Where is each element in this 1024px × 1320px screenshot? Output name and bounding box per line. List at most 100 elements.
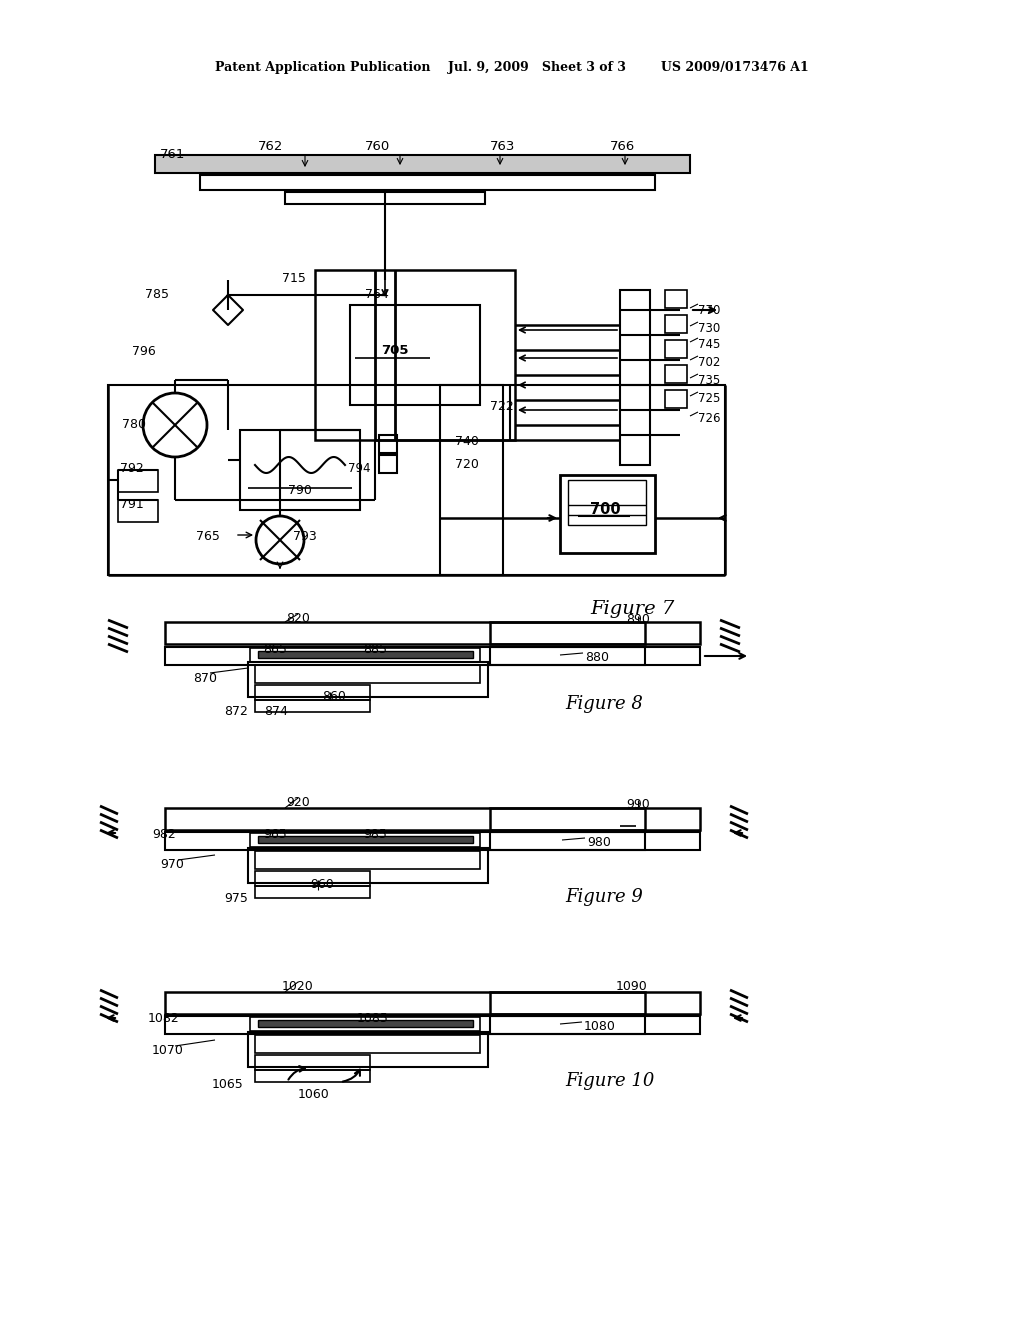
Text: 885: 885 [362, 643, 387, 656]
Text: 990: 990 [626, 799, 650, 810]
Text: 1090: 1090 [616, 979, 648, 993]
Bar [665, 389, 687, 408]
Bar [240, 430, 360, 510]
Bar [250, 648, 480, 663]
Bar [560, 475, 655, 553]
Text: 794: 794 [348, 462, 371, 474]
Text: 865: 865 [263, 643, 287, 656]
Bar [248, 1032, 488, 1067]
Text: 792: 792 [120, 462, 143, 475]
Bar [255, 685, 370, 700]
Bar [255, 871, 370, 886]
Text: 762: 762 [258, 140, 284, 153]
Text: 820: 820 [286, 612, 310, 624]
Text: 874: 874 [264, 705, 288, 718]
Text: 702: 702 [698, 356, 720, 370]
Text: 766: 766 [610, 140, 635, 153]
Text: 726: 726 [698, 412, 721, 425]
Text: 761: 761 [160, 148, 185, 161]
Bar [118, 470, 158, 492]
Text: 791: 791 [120, 498, 143, 511]
Bar [165, 993, 645, 1014]
Bar [255, 851, 480, 869]
Bar [665, 366, 687, 383]
Text: Figure 7: Figure 7 [590, 601, 674, 618]
Text: 720: 720 [455, 458, 479, 471]
Text: Figure 8: Figure 8 [565, 696, 643, 713]
Text: 780: 780 [122, 418, 146, 432]
Text: 763: 763 [490, 140, 515, 153]
Bar [490, 1016, 700, 1034]
Text: 790: 790 [288, 483, 312, 496]
Bar [248, 663, 488, 697]
Text: 735: 735 [698, 374, 720, 387]
Bar [440, 385, 725, 576]
Bar [379, 455, 397, 473]
Bar [250, 1016, 480, 1031]
Bar [620, 290, 650, 465]
Bar [165, 1016, 645, 1034]
Text: Patent Application Publication    Jul. 9, 2009   Sheet 3 of 3        US 2009/017: Patent Application Publication Jul. 9, 2… [215, 62, 809, 74]
Bar [379, 436, 397, 453]
Bar [255, 1035, 480, 1053]
Text: 920: 920 [286, 796, 310, 809]
Bar [250, 833, 480, 847]
Text: 960: 960 [310, 878, 334, 891]
Text: 745: 745 [698, 338, 720, 351]
Text: 796: 796 [132, 345, 156, 358]
Bar [255, 1071, 370, 1082]
Bar [255, 700, 370, 711]
Text: Figure 10: Figure 10 [565, 1072, 654, 1090]
Bar [258, 651, 473, 657]
Bar [285, 191, 485, 205]
Text: 1082: 1082 [148, 1012, 180, 1026]
Text: 880: 880 [585, 651, 609, 664]
Text: 770: 770 [698, 304, 720, 317]
Bar [258, 836, 473, 843]
Text: 705: 705 [381, 343, 409, 356]
Bar [315, 271, 515, 440]
Bar [255, 1055, 370, 1071]
Text: 1080: 1080 [584, 1020, 615, 1034]
Text: 970: 970 [160, 858, 184, 871]
Text: 982: 982 [152, 828, 176, 841]
Text: 722: 722 [490, 400, 514, 413]
Text: 860: 860 [322, 690, 346, 704]
Bar [255, 886, 370, 898]
Bar [165, 808, 645, 830]
Text: 760: 760 [365, 140, 390, 153]
Bar [108, 385, 503, 576]
Bar [200, 176, 655, 190]
Text: 785: 785 [145, 288, 169, 301]
Text: 793: 793 [293, 531, 316, 543]
Text: 700: 700 [590, 503, 621, 517]
Bar [165, 832, 645, 850]
Text: 975: 975 [224, 892, 248, 906]
Bar [490, 993, 700, 1014]
Text: 890: 890 [626, 612, 650, 626]
Text: 740: 740 [455, 436, 479, 447]
Bar [258, 1020, 473, 1027]
Bar [118, 500, 158, 521]
Bar [490, 832, 700, 850]
Text: 1065: 1065 [212, 1078, 244, 1092]
Bar [665, 315, 687, 333]
Text: 872: 872 [224, 705, 248, 718]
Bar [350, 305, 480, 405]
Bar [165, 647, 645, 665]
Text: 725: 725 [698, 392, 720, 405]
Text: 730: 730 [698, 322, 720, 335]
Text: 980: 980 [587, 836, 611, 849]
Text: Figure 9: Figure 9 [565, 888, 643, 906]
Bar [665, 341, 687, 358]
Bar [665, 290, 687, 308]
Text: 1060: 1060 [298, 1088, 330, 1101]
Bar [165, 622, 645, 644]
Bar [255, 665, 480, 682]
Text: 1020: 1020 [283, 979, 314, 993]
Text: 765: 765 [196, 531, 220, 543]
Text: 715: 715 [282, 272, 306, 285]
Bar [568, 480, 646, 525]
Bar [490, 647, 700, 665]
Text: 985: 985 [362, 828, 387, 841]
